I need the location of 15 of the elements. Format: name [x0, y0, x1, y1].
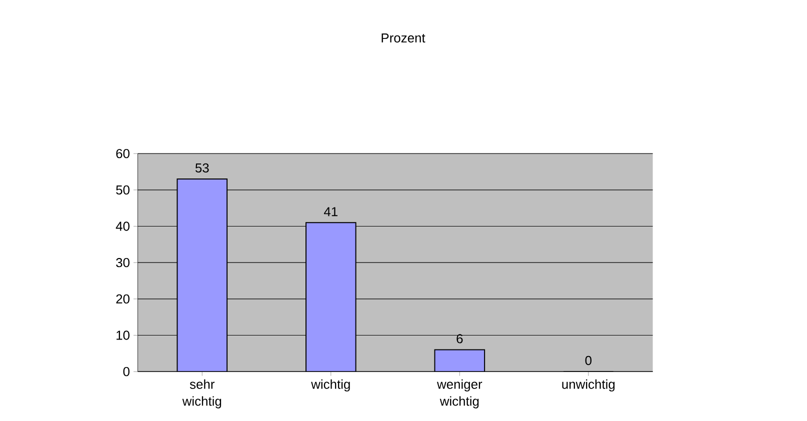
y-tick-label: 60	[116, 149, 130, 158]
y-tick-label: 30	[116, 258, 130, 268]
y-tick-label: 0	[123, 367, 130, 376]
data-label: 41	[324, 207, 338, 216]
data-label: 53	[195, 163, 209, 173]
y-tick-label: 50	[116, 185, 130, 195]
x-tick-label: unwichtig	[562, 379, 615, 392]
y-tick-label: 10	[116, 330, 130, 340]
y-tick-label: 40	[116, 222, 130, 231]
x-tick-label: sehr wichtig	[182, 379, 222, 408]
y-tick-label: 20	[116, 294, 130, 304]
chart-title: Prozent	[382, 33, 426, 43]
x-tick-label: weniger wichtig	[436, 379, 482, 408]
data-label: 0	[585, 356, 592, 366]
x-tick-label: wichtig	[311, 379, 350, 392]
